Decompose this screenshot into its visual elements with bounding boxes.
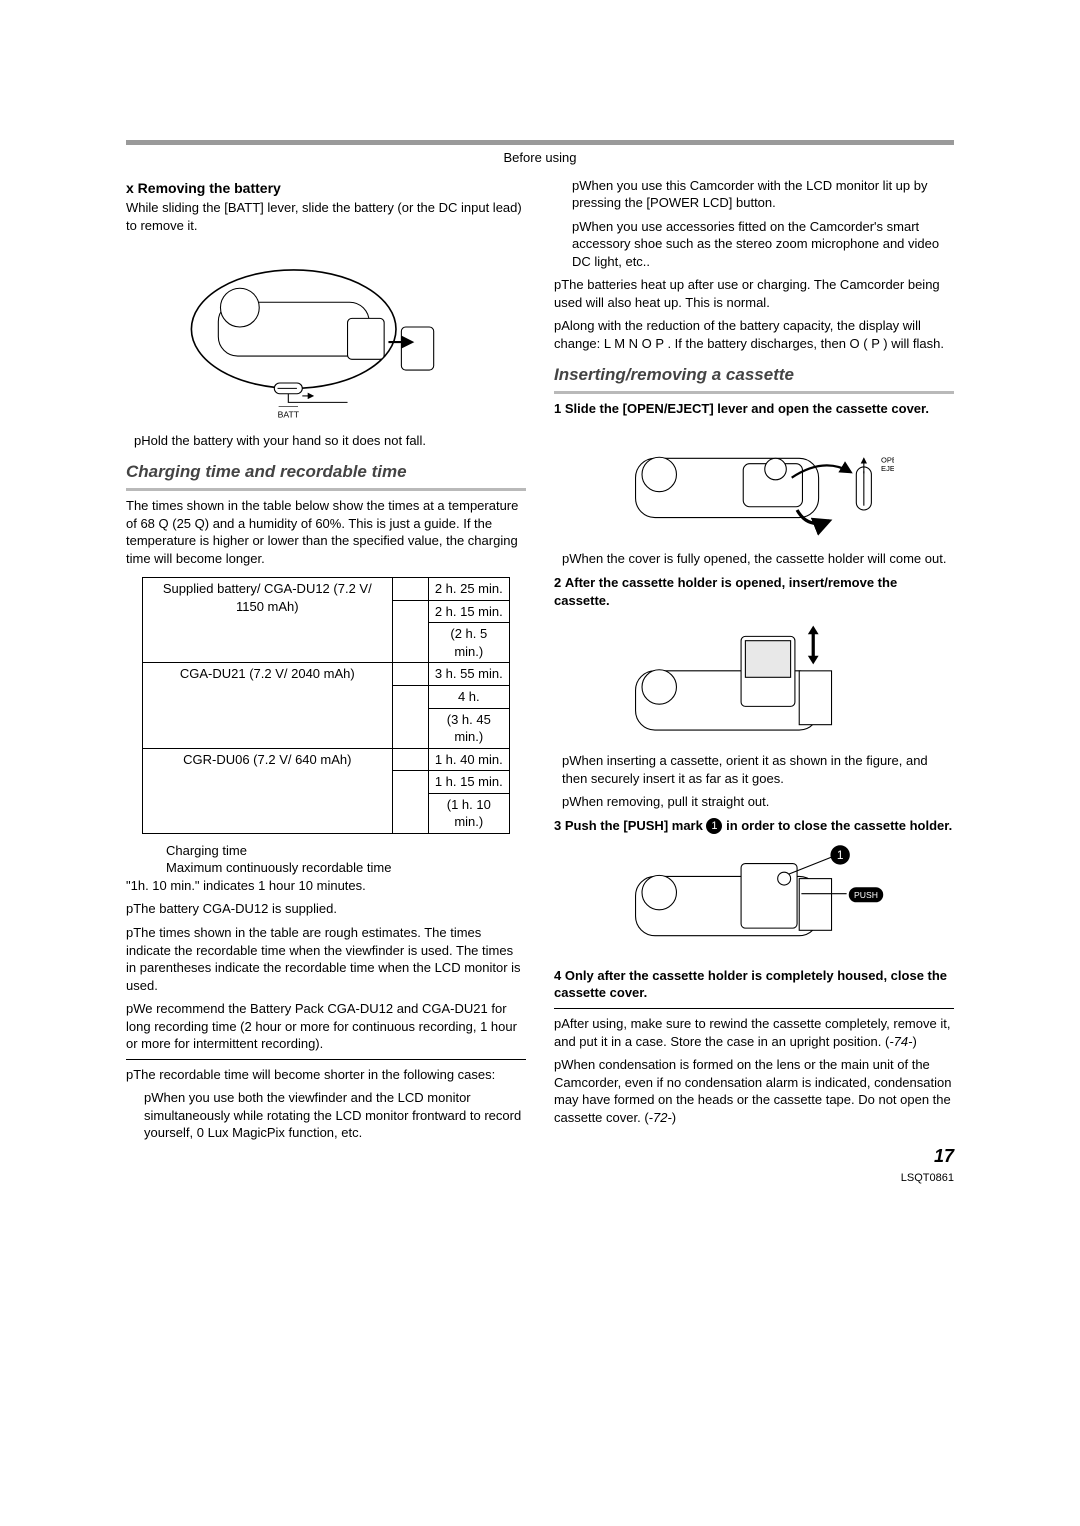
right-column: pWhen you use this Camcorder with the LC… bbox=[554, 177, 954, 1186]
step-3: 3 Push the [PUSH] mark 1 in order to clo… bbox=[554, 817, 954, 961]
open-eject-illustration: OPEN/ EJECT bbox=[614, 426, 894, 544]
time-cell: 1 h. 15 min. bbox=[428, 771, 509, 794]
time-cell: 2 h. 15 min. bbox=[428, 600, 509, 623]
after-note-rewind: pAfter using, make sure to rewind the ca… bbox=[554, 1015, 954, 1050]
cassette-title-wrap: Inserting/removing a cassette bbox=[554, 364, 954, 394]
step-1: 1 Slide the [OPEN/EJECT] lever and open … bbox=[554, 400, 954, 568]
step1-note: pWhen the cover is fully opened, the cas… bbox=[562, 550, 954, 568]
charging-intro: The times shown in the table below show … bbox=[126, 497, 526, 567]
removing-battery-text: While sliding the [BATT] lever, slide th… bbox=[126, 199, 526, 234]
shorter-case-accessory: pWhen you use accessories fitted on the … bbox=[572, 218, 954, 271]
step-number: 2 bbox=[554, 575, 561, 590]
cassette-title: Inserting/removing a cassette bbox=[554, 364, 954, 389]
page-number: 17 bbox=[554, 1144, 954, 1168]
two-column-layout: x Removing the battery While sliding the… bbox=[126, 177, 954, 1186]
step-text: Slide the [OPEN/EJECT] lever and open th… bbox=[565, 401, 929, 416]
marker-cell bbox=[392, 663, 428, 686]
battery-cell: CGR-DU06 (7.2 V/ 640 mAh) bbox=[143, 748, 393, 833]
charging-table: Supplied battery/ CGA-DU12 (7.2 V/ 1150 … bbox=[142, 577, 510, 834]
table-row: CGR-DU06 (7.2 V/ 640 mAh) 1 h. 40 min. bbox=[143, 748, 510, 771]
step-2: 2 After the cassette holder is opened, i… bbox=[554, 574, 954, 811]
divider bbox=[126, 1059, 526, 1060]
marker-cell bbox=[392, 771, 428, 834]
svg-text:EJECT: EJECT bbox=[881, 464, 894, 473]
heat-note: pThe batteries heat up after use or char… bbox=[554, 276, 954, 311]
time-cell: 3 h. 55 min. bbox=[428, 663, 509, 686]
capacity-note: pAlong with the reduction of the battery… bbox=[554, 317, 954, 352]
step-number: 3 bbox=[554, 818, 561, 833]
time-cell: 4 h. bbox=[428, 686, 509, 709]
left-column: x Removing the battery While sliding the… bbox=[126, 177, 526, 1186]
after-note-condensation: pWhen condensation is formed on the lens… bbox=[554, 1056, 954, 1126]
legend-charging: Charging time bbox=[166, 842, 526, 860]
time-cell: 2 h. 25 min. bbox=[428, 578, 509, 601]
step-number: 4 bbox=[554, 968, 561, 983]
svg-text:PUSH: PUSH bbox=[854, 890, 878, 900]
after-note-rewind-tail: ) bbox=[912, 1034, 916, 1049]
charging-title-wrap: Charging time and recordable time bbox=[126, 461, 526, 491]
step2-note-insert: pWhen inserting a cassette, orient it as… bbox=[562, 752, 954, 787]
shorter-intro: pThe recordable time will become shorter… bbox=[126, 1066, 526, 1084]
after-note-condensation-text: pWhen condensation is formed on the lens… bbox=[554, 1057, 951, 1125]
step-number: 1 bbox=[554, 401, 561, 416]
time-cell: (1 h. 10 min.) bbox=[428, 793, 509, 833]
cassette-title-rule bbox=[554, 391, 954, 394]
charging-title-rule bbox=[126, 488, 526, 491]
insert-cassette-illustration bbox=[614, 617, 894, 746]
hold-battery-note: pHold the battery with your hand so it d… bbox=[134, 432, 526, 450]
page-ref-74: -74- bbox=[889, 1034, 912, 1049]
charging-title: Charging time and recordable time bbox=[126, 461, 526, 486]
section-header: Before using bbox=[126, 149, 954, 167]
battery-cell: Supplied battery/ CGA-DU12 (7.2 V/ 1150 … bbox=[143, 578, 393, 663]
note-du12-supplied: pThe battery CGA-DU12 is supplied. bbox=[126, 900, 526, 918]
step2-note-remove: pWhen removing, pull it straight out. bbox=[562, 793, 954, 811]
cassette-steps: 1 Slide the [OPEN/EJECT] lever and open … bbox=[554, 400, 954, 1002]
time-cell: (2 h. 5 min.) bbox=[428, 623, 509, 663]
push-mark-badge: 1 bbox=[706, 818, 722, 834]
time-cell: (3 h. 45 min.) bbox=[428, 708, 509, 748]
divider bbox=[554, 1008, 954, 1009]
push-mark-illustration: 1 PUSH bbox=[614, 842, 894, 960]
note-recommend-pack: pWe recommend the Battery Pack CGA-DU12 … bbox=[126, 1000, 526, 1053]
step-text: Only after the cassette holder is comple… bbox=[554, 968, 947, 1001]
legend-recordable: Maximum continuously recordable time bbox=[166, 859, 526, 877]
removing-battery-heading: x Removing the battery bbox=[126, 179, 526, 198]
step-text-pre: Push the [PUSH] mark bbox=[565, 818, 707, 833]
after-note-condensation-tail: ) bbox=[672, 1110, 676, 1125]
shorter-case-1: pWhen you use both the viewfinder and th… bbox=[144, 1089, 526, 1142]
note-1h10: "1h. 10 min." indicates 1 hour 10 minute… bbox=[126, 877, 526, 895]
page-ref-72: -72- bbox=[649, 1110, 672, 1125]
table-row: Supplied battery/ CGA-DU12 (7.2 V/ 1150 … bbox=[143, 578, 510, 601]
marker-cell bbox=[392, 686, 428, 749]
marker-cell bbox=[392, 578, 428, 601]
table-row: CGA-DU21 (7.2 V/ 2040 mAh) 3 h. 55 min. bbox=[143, 663, 510, 686]
step-text: After the cassette holder is opened, ins… bbox=[554, 575, 897, 608]
time-cell: 1 h. 40 min. bbox=[428, 748, 509, 771]
battery-cell: CGA-DU21 (7.2 V/ 2040 mAh) bbox=[143, 663, 393, 748]
note-rough-estimate: pThe times shown in the table are rough … bbox=[126, 924, 526, 994]
battery-remove-illustration: BATT bbox=[186, 243, 466, 426]
document-code: LSQT0861 bbox=[554, 1171, 954, 1186]
step-4: 4 Only after the cassette holder is comp… bbox=[554, 967, 954, 1002]
marker-cell bbox=[392, 600, 428, 663]
shorter-case-lcd: pWhen you use this Camcorder with the LC… bbox=[572, 177, 954, 212]
step-text-post: in order to close the cassette holder. bbox=[726, 818, 952, 833]
top-separator bbox=[126, 140, 954, 145]
marker-cell bbox=[392, 748, 428, 771]
svg-text:BATT: BATT bbox=[278, 409, 300, 419]
svg-text:1: 1 bbox=[837, 849, 844, 863]
